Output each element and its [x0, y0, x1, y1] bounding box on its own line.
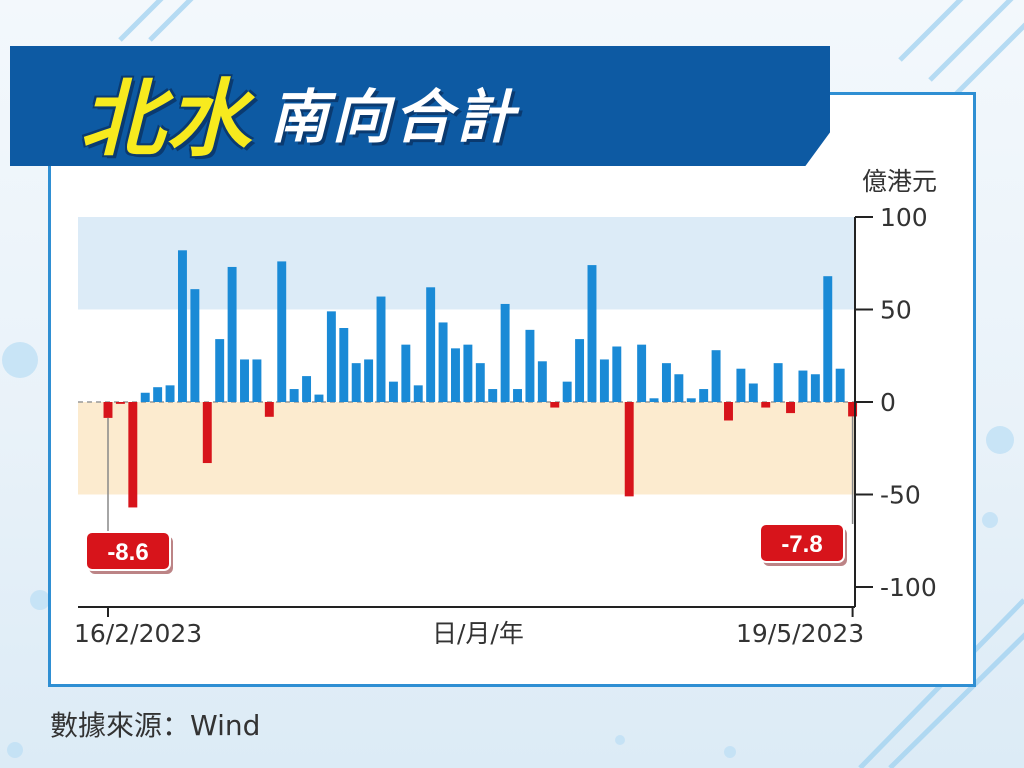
bar [649, 398, 659, 402]
bar [773, 363, 783, 402]
bar [748, 383, 758, 402]
bar [165, 385, 175, 402]
bar [537, 361, 547, 402]
band-1 [78, 402, 855, 495]
bar [128, 402, 138, 508]
bar [661, 363, 671, 402]
bar [227, 266, 237, 402]
bar [103, 402, 113, 418]
bar [575, 339, 585, 402]
bar [637, 344, 647, 402]
bar [339, 328, 349, 402]
bar [711, 350, 721, 402]
bar [550, 402, 560, 408]
y-tick-label: 100 [880, 203, 928, 232]
bar [240, 359, 249, 402]
bar [599, 359, 609, 402]
x-axis-label: 日/月/年 [432, 619, 524, 648]
annotation-label: -8.6 [107, 539, 148, 566]
bar [326, 311, 336, 402]
bar [314, 394, 324, 402]
bar [761, 402, 771, 408]
bar [624, 402, 634, 497]
bar [513, 389, 522, 402]
bar [500, 303, 510, 402]
bar [810, 374, 820, 402]
title-main: 南向合計 [270, 83, 519, 151]
bar [364, 359, 374, 402]
bar [376, 296, 386, 402]
bar [451, 348, 460, 402]
bar [475, 363, 485, 402]
annotation-label: -7.8 [781, 531, 822, 558]
band-0 [78, 217, 855, 310]
bar [587, 265, 597, 402]
bar [252, 359, 262, 402]
bar [153, 387, 163, 402]
bar [674, 374, 684, 402]
bar [264, 402, 274, 417]
x-start-label: 16/2/2023 [74, 619, 202, 648]
bar [289, 389, 299, 402]
y-tick-label: 0 [880, 388, 896, 417]
y-tick-label: -100 [880, 573, 937, 602]
bar [413, 385, 423, 402]
bar [823, 276, 833, 402]
title-banner [10, 46, 830, 166]
bar [115, 402, 125, 404]
bar [202, 402, 212, 464]
bar [177, 250, 187, 402]
x-end-label: 19/5/2023 [736, 619, 864, 648]
y-tick-label: -50 [880, 481, 921, 510]
bar [848, 402, 858, 417]
bar [302, 376, 312, 402]
bar [190, 289, 200, 402]
bar [401, 344, 411, 402]
bar [438, 322, 448, 402]
bar [140, 392, 150, 402]
bar [215, 339, 225, 402]
bar [525, 329, 535, 402]
bar [699, 389, 709, 402]
chart-card [48, 92, 976, 687]
annotation-box [759, 523, 845, 563]
bar [835, 368, 845, 402]
bar [562, 381, 572, 402]
bar [488, 389, 498, 402]
bar [388, 381, 398, 402]
bar [351, 363, 361, 402]
chart-title: 北水 南向合計 [80, 62, 519, 168]
bar [612, 346, 622, 402]
bar [463, 344, 473, 402]
bar [798, 370, 808, 402]
title-highlight: 北水 [80, 69, 253, 168]
bar [277, 261, 287, 402]
annotation-box [85, 531, 171, 571]
bar [736, 368, 746, 402]
bar [426, 287, 436, 402]
y-tick-label: 50 [880, 296, 912, 325]
source-note: 數據來源：Wind [50, 709, 261, 742]
bar [724, 402, 733, 421]
y-axis-unit-label: 億港元 [862, 167, 937, 196]
bar [786, 402, 796, 414]
bar [686, 398, 696, 402]
